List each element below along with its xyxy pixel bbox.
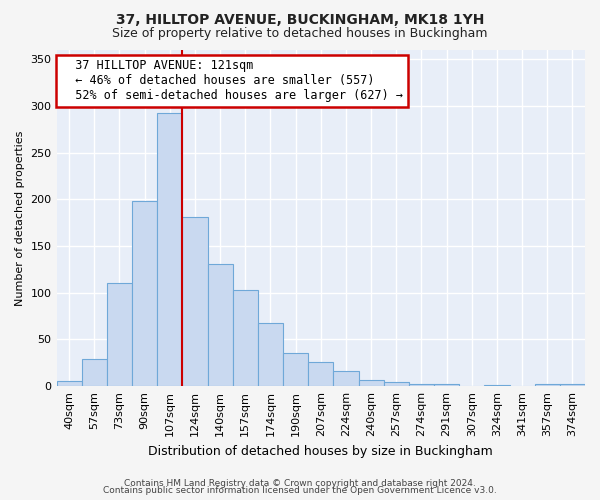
X-axis label: Distribution of detached houses by size in Buckingham: Distribution of detached houses by size …	[148, 444, 493, 458]
Bar	[560, 384, 585, 386]
Text: 37 HILLTOP AVENUE: 121sqm
  ← 46% of detached houses are smaller (557)
  52% of : 37 HILLTOP AVENUE: 121sqm ← 46% of detac…	[61, 60, 403, 102]
Bar	[233, 290, 258, 386]
Bar	[334, 371, 359, 386]
Bar	[208, 264, 233, 386]
Text: Contains public sector information licensed under the Open Government Licence v3: Contains public sector information licen…	[103, 486, 497, 495]
Bar	[308, 362, 334, 386]
Bar	[484, 385, 509, 386]
Text: 37, HILLTOP AVENUE, BUCKINGHAM, MK18 1YH: 37, HILLTOP AVENUE, BUCKINGHAM, MK18 1YH	[116, 12, 484, 26]
Bar	[535, 384, 560, 386]
Bar	[82, 359, 107, 386]
Bar	[359, 380, 383, 386]
Bar	[409, 384, 434, 386]
Bar	[107, 282, 132, 386]
Bar	[157, 112, 182, 386]
Text: Size of property relative to detached houses in Buckingham: Size of property relative to detached ho…	[112, 28, 488, 40]
Bar	[182, 217, 208, 386]
Bar	[258, 322, 283, 386]
Bar	[434, 384, 459, 386]
Bar	[132, 202, 157, 386]
Bar	[383, 382, 409, 386]
Text: Contains HM Land Registry data © Crown copyright and database right 2024.: Contains HM Land Registry data © Crown c…	[124, 478, 476, 488]
Bar	[56, 380, 82, 386]
Y-axis label: Number of detached properties: Number of detached properties	[15, 130, 25, 306]
Bar	[283, 352, 308, 386]
